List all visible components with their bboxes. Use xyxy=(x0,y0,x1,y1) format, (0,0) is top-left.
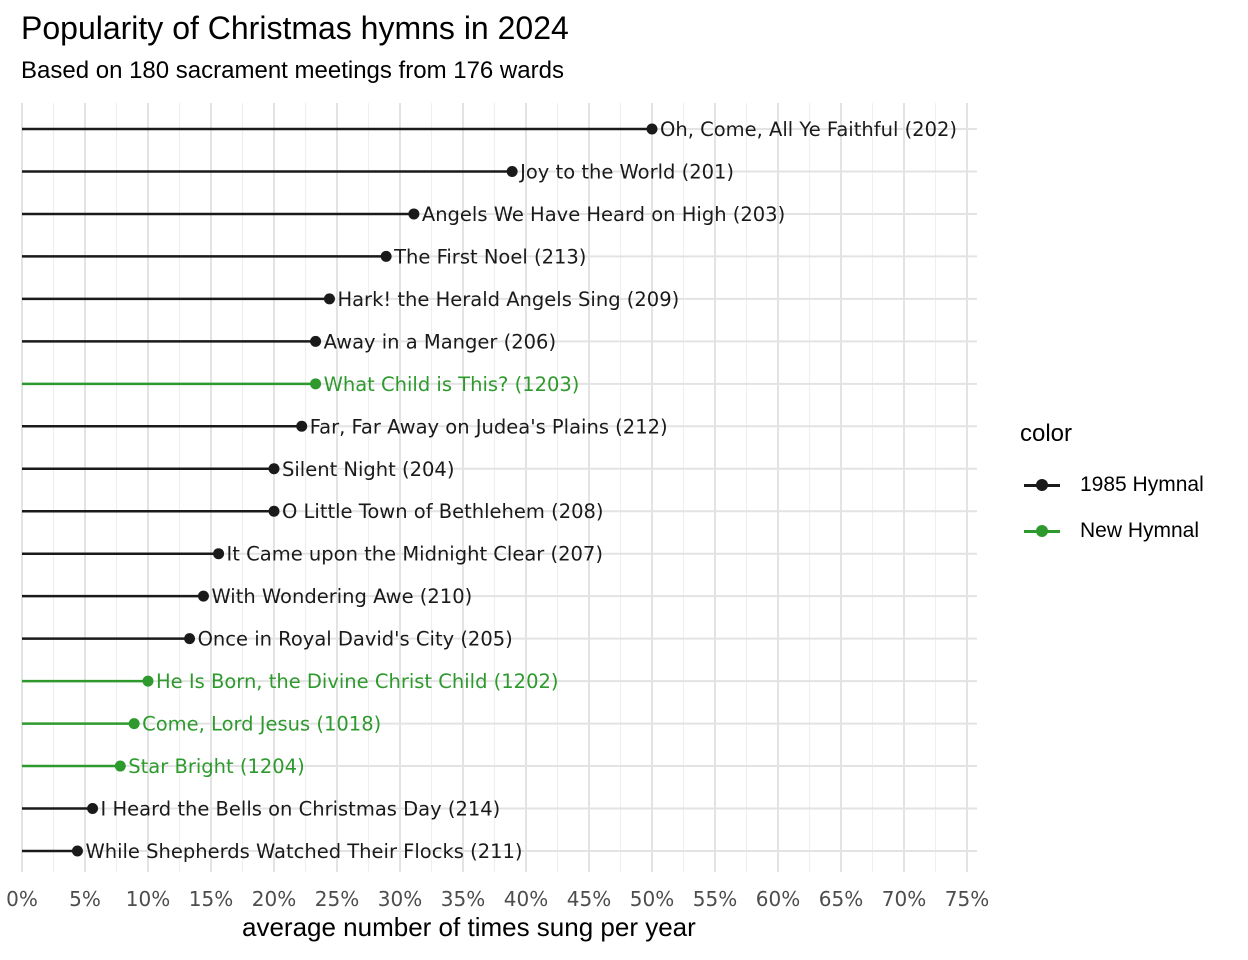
lollipop-point xyxy=(646,123,658,135)
hymn-label: Hark! the Herald Angels Sing (209) xyxy=(337,288,679,311)
hymn-label: Come, Lord Jesus (1018) xyxy=(142,713,381,736)
x-tick-label: 50% xyxy=(630,887,674,911)
legend-item-new-hymnal: New Hymnal xyxy=(1020,508,1204,554)
hymn-label: Away in a Manger (206) xyxy=(324,330,556,353)
x-tick-label: 10% xyxy=(126,887,170,911)
hymn-label: O Little Town of Bethlehem (208) xyxy=(282,500,604,523)
hymn-label: While Shepherds Watched Their Flocks (21… xyxy=(85,840,522,863)
mark-layer: Oh, Come, All Ye Faithful (202) Joy to th… xyxy=(22,118,957,863)
plot-area: Oh, Come, All Ye Faithful (202) Joy to th… xyxy=(6,103,989,911)
lollipop-point xyxy=(184,633,196,645)
x-tick-label: 60% xyxy=(756,887,800,911)
x-tick-label: 30% xyxy=(378,887,422,911)
x-tick-label: 40% xyxy=(504,887,548,911)
lollipop-point xyxy=(87,803,99,815)
hymn-label: Far, Far Away on Judea's Plains (212) xyxy=(310,415,668,438)
chart-title: Popularity of Christmas hymns in 2024 xyxy=(21,10,569,46)
hymn-label: I Heard the Bells on Christmas Day (214) xyxy=(101,798,501,821)
hymn-label: With Wondering Awe (210) xyxy=(211,585,472,608)
hymn-label: Silent Night (204) xyxy=(282,458,454,481)
legend-label: 1985 Hymnal xyxy=(1080,473,1204,496)
lollipop-point xyxy=(268,463,280,475)
x-tick-label: 75% xyxy=(945,887,989,911)
x-tick-label: 0% xyxy=(6,887,38,911)
legend: color 1985 Hymnal New Hymnal xyxy=(1020,420,1204,554)
hymn-label: Joy to the World (201) xyxy=(518,160,734,183)
lollipop-point xyxy=(310,378,322,390)
legend-item-1985-hymnal: 1985 Hymnal xyxy=(1020,462,1204,508)
legend-key-new-hymnal xyxy=(1020,521,1060,541)
x-tick-label: 45% xyxy=(567,887,611,911)
hymn-label: He Is Born, the Divine Christ Child (120… xyxy=(156,670,559,693)
lollipop-point xyxy=(296,420,308,432)
lollipop-point xyxy=(128,718,140,730)
lollipop-point xyxy=(408,208,420,220)
lollipop-point xyxy=(268,505,280,517)
x-tick-label: 70% xyxy=(882,887,926,911)
hymn-label: Star Bright (1204) xyxy=(128,755,304,778)
legend-title: color xyxy=(1020,420,1073,447)
legend-label: New Hymnal xyxy=(1080,519,1200,542)
x-tick-label: 20% xyxy=(252,887,296,911)
hymn-label: Angels We Have Heard on High (203) xyxy=(422,203,785,226)
lollipop-point xyxy=(323,293,335,305)
hymn-label: Oh, Come, All Ye Faithful (202) xyxy=(660,118,957,141)
hymn-label: The First Noel (213) xyxy=(393,245,586,268)
hymn-label: Once in Royal David's City (205) xyxy=(198,628,513,651)
tick-layer: 0% 5% 10% 15% 20% 25% 30% 35% 40% 45% 50% 55% 60% 65%… xyxy=(6,887,989,911)
lollipop-point xyxy=(114,760,126,772)
legend-key-1985-hymnal xyxy=(1020,475,1060,495)
lollipop-point xyxy=(380,250,392,262)
lollipop-point xyxy=(142,675,154,687)
chart-subtitle: Based on 180 sacrament meetings from 176… xyxy=(21,57,564,84)
x-tick-label: 5% xyxy=(69,887,101,911)
x-tick-label: 55% xyxy=(693,887,737,911)
lollipop-point xyxy=(506,165,518,177)
hymn-label: It Came upon the Midnight Clear (207) xyxy=(227,543,603,566)
x-tick-label: 15% xyxy=(189,887,233,911)
x-tick-label: 35% xyxy=(441,887,485,911)
hymn-label: What Child is This? (1203) xyxy=(324,373,580,396)
lollipop-point xyxy=(310,335,322,347)
grid-layer xyxy=(21,103,977,872)
lollipop-point xyxy=(197,590,209,602)
x-tick-label: 25% xyxy=(315,887,359,911)
lollipop-point xyxy=(71,845,83,857)
lollipop-point xyxy=(213,548,225,560)
x-tick-label: 65% xyxy=(819,887,863,911)
x-axis-label: average number of times sung per year xyxy=(242,912,696,942)
